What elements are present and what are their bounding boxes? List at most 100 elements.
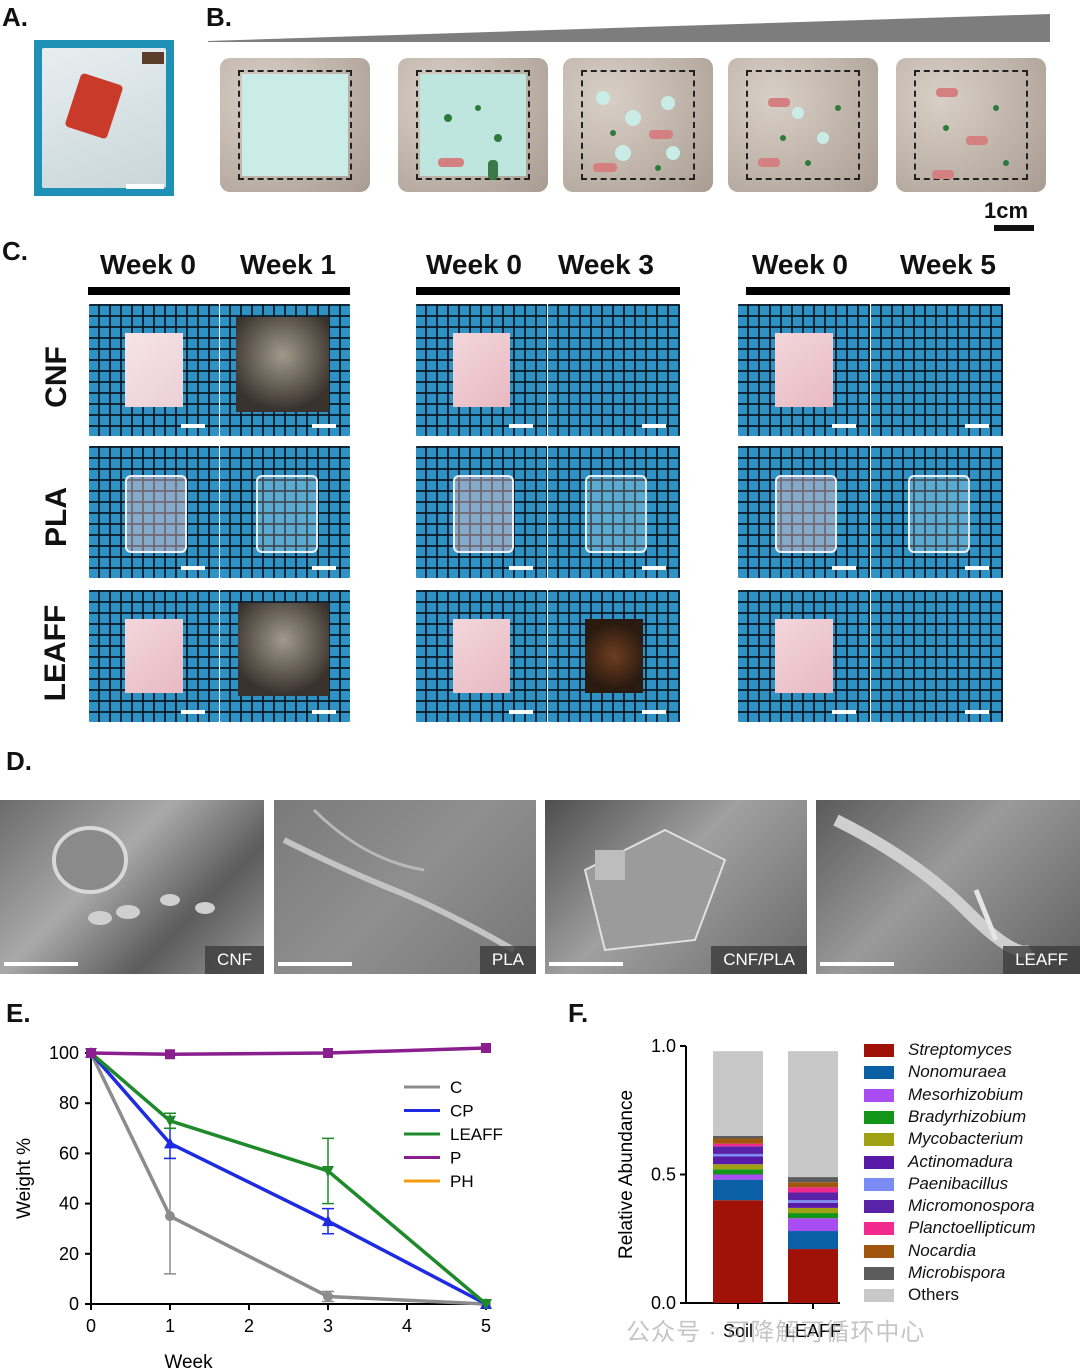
y-tick-label: 0.5: [651, 1165, 676, 1185]
x-tick-label: Soil: [723, 1321, 753, 1341]
legend-label: Microbispora: [908, 1263, 1006, 1282]
group-bar: [416, 287, 680, 295]
panel-label-c: C.: [2, 236, 28, 266]
sem-image-cnf: CNF: [0, 800, 264, 974]
data-point: [481, 1042, 491, 1053]
legend-label: Nonomuraea: [908, 1062, 1007, 1082]
bar-segment-mesorhizobium: [788, 1218, 838, 1232]
abundance-chart: 0.0 0.5 1.0 Relative Abundance Soil LEAFF: [616, 1036, 841, 1341]
week-header: Week 1: [240, 249, 336, 280]
legend-label: Paenibacillus: [908, 1173, 1009, 1193]
series-line-leaff: [89, 1051, 488, 1306]
legend-swatch: [864, 1222, 894, 1236]
sem-label: CNF/PLA: [711, 946, 807, 974]
legend-item: Microbispora: [864, 1263, 1005, 1283]
legend-swatch: [864, 1044, 894, 1058]
photo-cnf-week3: [548, 304, 680, 436]
photo-pla-week0-b: [416, 446, 547, 578]
photo-leaff-week5: [871, 590, 1003, 722]
scale-label-1cm: 1cm: [984, 198, 1029, 223]
legend-label: Nocardia: [908, 1240, 977, 1260]
x-tick-label: 4: [402, 1316, 412, 1336]
data-point: [322, 1165, 334, 1177]
y-tick-label: 0: [69, 1294, 79, 1314]
group-bar: [746, 287, 1010, 295]
bar-segment-streptomyces: [713, 1200, 763, 1303]
bar-segment-nocardia: [713, 1138, 763, 1144]
y-tick-label: 20: [59, 1244, 79, 1264]
x-tick-label: 1: [165, 1316, 175, 1336]
bar-segment-bradyrhizobium: [788, 1213, 838, 1219]
legend-item: Micromonospora: [864, 1196, 1035, 1216]
schematic-stage-4: [728, 58, 878, 192]
legend-swatch: [864, 1110, 894, 1124]
photo-pla-week3: [548, 446, 680, 578]
bar-segment-planctoellipticum: [788, 1187, 838, 1193]
sem-label: LEAFF: [1003, 946, 1080, 974]
photo-cnf-week0-a: [89, 304, 219, 436]
series-line-p: [90, 1046, 487, 1057]
legend-label: LEAFF: [450, 1125, 503, 1144]
legend-label: Planctoellipticum: [908, 1218, 1036, 1238]
row-label-leaff: LEAFF: [39, 604, 72, 702]
x-tick-label: 2: [244, 1316, 254, 1336]
legend-item: Actinomadura: [864, 1152, 1013, 1172]
schematic-stage-5: [896, 58, 1046, 192]
bar-segment-mycobacterium: [788, 1207, 838, 1214]
legend-swatch: [864, 1200, 894, 1214]
y-tick-label: 40: [59, 1194, 79, 1214]
sem-label: PLA: [479, 946, 536, 974]
panel-label-a: A.: [2, 2, 28, 32]
week-header: Week 0: [752, 249, 848, 280]
photo-cnf-week1: [220, 304, 350, 436]
data-point: [86, 1048, 96, 1058]
photo-cnf-week5: [871, 304, 1003, 436]
legend-swatch: [864, 1244, 894, 1258]
y-tick-label: 0.0: [651, 1293, 676, 1313]
legend-item: Nonomuraea: [864, 1062, 1006, 1082]
bar-segment-micromonospora: [788, 1192, 838, 1201]
row-label-pla: PLA: [40, 487, 73, 547]
gradient-wedge: [208, 14, 1050, 42]
data-point: [322, 1215, 334, 1227]
legend-label: CP: [450, 1102, 474, 1121]
series-line-cp: [89, 1051, 487, 1306]
bar-segment-mycobacterium: [713, 1164, 763, 1170]
legend-item: Nocardia: [864, 1241, 976, 1261]
y-tick-label: 80: [59, 1093, 79, 1113]
bar-segment-bradyrhizobium: [713, 1169, 763, 1175]
data-point: [164, 1115, 176, 1127]
photo-pla-week5: [871, 446, 1003, 578]
bar-segment-streptomyces: [788, 1249, 838, 1303]
bar-segment-planctoellipticum: [713, 1143, 763, 1147]
photo-leaff-week0-a: [89, 590, 219, 722]
photo-leaff-week0-b: [416, 590, 547, 722]
photo-leaff-week3: [548, 590, 680, 722]
bar-segment-microbispora: [788, 1177, 838, 1183]
legend-swatch: [864, 1289, 894, 1303]
bar-segment-nocardia: [788, 1182, 838, 1188]
legend-item: Mycobacterium: [864, 1129, 1023, 1149]
bar-segment-paenibacillus: [713, 1153, 763, 1157]
weight-loss-chart: 0 20 40 60 80 100 0 1 2 3 4 5 Week Weight % C CP LEAFF PP…: [14, 1042, 503, 1371]
legend-label: PH: [450, 1172, 474, 1191]
legend-label: C: [450, 1078, 462, 1097]
legend-label: Mycobacterium: [908, 1129, 1024, 1149]
series-line-c: [89, 1052, 487, 1306]
bar-segment-micromonospora: [713, 1146, 763, 1154]
data-point: [323, 1048, 333, 1058]
y-axis-label: Weight %: [14, 1138, 35, 1219]
legend-label: Mesorhizobium: [908, 1084, 1024, 1104]
photo-cnf-week0-b: [416, 304, 547, 436]
sem-image-leaff: LEAFF: [816, 800, 1080, 974]
legend-swatch: [864, 1267, 894, 1281]
week-header: Week 3: [558, 249, 654, 280]
legend-item: Planctoellipticum: [864, 1218, 1036, 1238]
legend-item: Mesorhizobium: [864, 1085, 1023, 1105]
bar-segment-paenibacillus: [788, 1200, 838, 1203]
bar-segment-microbispora: [713, 1135, 763, 1139]
legend-label: Actinomadura: [908, 1151, 1013, 1171]
sem-label: CNF: [205, 946, 264, 974]
y-tick-label: 60: [59, 1143, 79, 1163]
bar-segment-others: [788, 1051, 838, 1178]
